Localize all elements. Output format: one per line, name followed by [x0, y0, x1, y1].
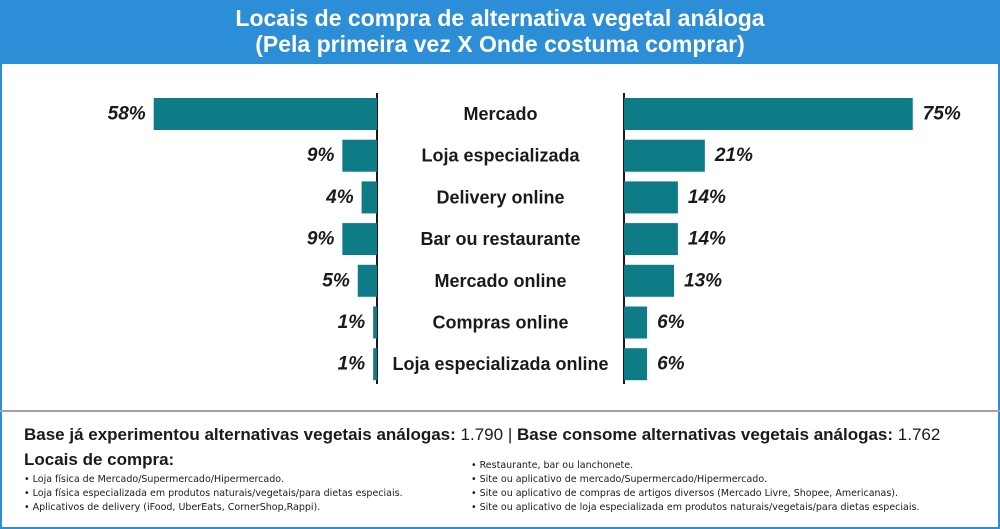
category-label-2: Delivery online	[436, 187, 564, 207]
legend-item: Restaurante, bar ou lanchonete.	[471, 459, 919, 473]
legend-item: Site ou aplicativo de mercado/Supermerca…	[471, 473, 919, 487]
bar-left-5	[373, 306, 377, 339]
bar-left-4	[357, 264, 377, 297]
bar-right-2	[624, 181, 678, 214]
bar-left-6	[373, 348, 377, 381]
category-label-6: Loja especializada online	[392, 354, 608, 374]
bar-right-4	[624, 264, 675, 297]
bar-right-0	[624, 98, 913, 130]
base1-label: Base já experimentou alternativas vegeta…	[24, 425, 456, 444]
legend-item: Loja física especializada em produtos na…	[24, 487, 403, 501]
bar-left-2	[361, 181, 377, 214]
bar-right-5	[624, 306, 648, 339]
data-label-right-6: 6%	[657, 354, 685, 375]
bar-left-1	[342, 139, 377, 172]
data-label-left-6: 1%	[338, 354, 366, 375]
bar-left-3	[342, 223, 377, 256]
chart-subtitle: (Pela primeira vez X Onde costuma compra…	[255, 31, 745, 57]
base-separator: |	[507, 425, 513, 444]
legend-right-list: Restaurante, bar ou lanchonete. Site ou …	[471, 459, 920, 515]
bar-left-0	[153, 98, 377, 130]
category-label-5: Compras online	[432, 313, 568, 333]
data-label-right-3: 14%	[688, 229, 726, 250]
footer-divider	[0, 410, 1000, 412]
legend-item: Site ou aplicativo de loja especializada…	[471, 501, 920, 515]
chart-header: Locais de compra de alternativa vegetal …	[0, 0, 1000, 64]
legend-item: Aplicativos de delivery (iFood, UberEats…	[24, 501, 403, 515]
bar-right-1	[624, 139, 705, 172]
legend-item: Loja física de Mercado/Supermercado/Hipe…	[24, 473, 403, 487]
data-label-left-1: 9%	[307, 145, 335, 166]
data-label-left-4: 5%	[322, 270, 350, 291]
butterfly-bar-chart: 58% 75% Mercado 9% 21% Loja especializada 4% 14…	[108, 93, 961, 384]
base-info: Base já experimentou alternativas vegeta…	[24, 424, 984, 446]
legend-left-list: Loja física de Mercado/Supermercado/Hipe…	[24, 473, 403, 515]
base2-value: 1.762	[897, 425, 941, 444]
data-label-left-3: 9%	[307, 229, 335, 250]
data-label-left-5: 1%	[338, 312, 366, 333]
data-label-right-4: 13%	[684, 270, 722, 291]
base1-value: 1.790	[460, 425, 504, 444]
chart-title: Locais de compra de alternativa vegetal …	[235, 5, 765, 31]
legend-item: Site ou aplicativo de compras de artigos…	[471, 487, 919, 501]
data-label-left-0: 58%	[108, 104, 146, 125]
bar-right-6	[624, 348, 648, 381]
data-label-right-0: 75%	[923, 104, 961, 125]
category-label-4: Mercado online	[434, 271, 566, 291]
category-label-1: Loja especializada	[421, 146, 580, 166]
data-label-right-5: 6%	[657, 312, 685, 333]
locais-title: Locais de compra:	[24, 450, 175, 469]
category-label-3: Bar ou restaurante	[420, 229, 580, 249]
data-label-left-2: 4%	[325, 187, 354, 208]
bar-right-3	[624, 223, 678, 256]
base2-label: Base consome alternativas vegetais análo…	[516, 425, 894, 444]
data-label-right-2: 14%	[688, 187, 726, 208]
category-label-0: Mercado	[463, 104, 537, 124]
data-label-right-1: 21%	[714, 145, 753, 166]
